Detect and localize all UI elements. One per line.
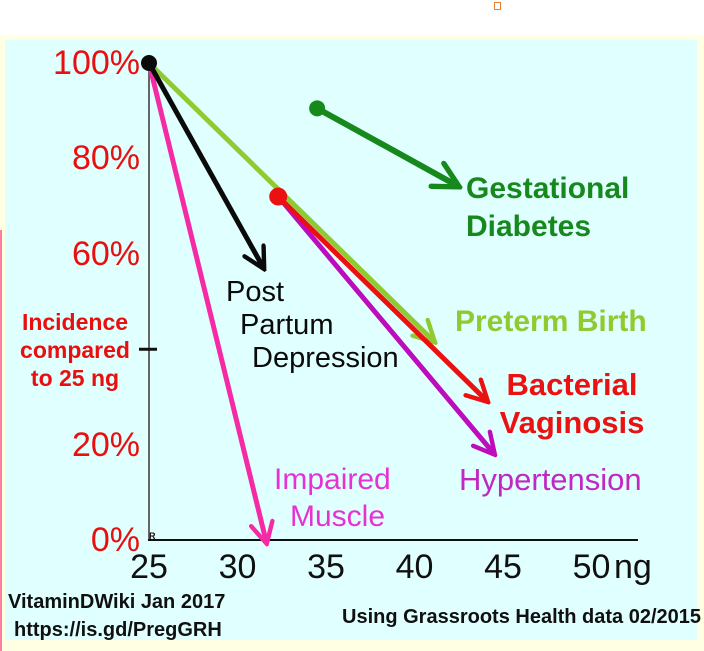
y-tick-label-20: 20% <box>71 425 140 464</box>
label-line: Impaired <box>274 463 391 496</box>
x-tick-label-25: 25 <box>130 548 168 586</box>
x-tick-label-45: 45 <box>484 548 522 586</box>
y-tick-label-100: 100% <box>53 44 140 82</box>
y-tick-label-0: 0% <box>90 521 140 559</box>
x-axis-unit-label: ng <box>614 548 652 586</box>
label-line: Bacterial <box>506 367 638 402</box>
origin-mark: R <box>149 531 156 541</box>
x-tick-label-40: 40 <box>395 548 434 586</box>
label-line: Vaginosis <box>499 405 645 440</box>
y-axis-title-line: to 25 ng <box>30 365 120 391</box>
y-tick-label-60: 60% <box>71 234 140 273</box>
y-tick-label-80: 80% <box>71 139 140 178</box>
footer-source-left-line1: VitaminDWiki Jan 2017 <box>8 591 226 613</box>
left-edge-line <box>0 230 2 651</box>
label-line: Post <box>226 276 285 308</box>
label-hypertension: Hypertension <box>459 461 642 498</box>
y-axis-title: Incidence compared to 25 ng <box>6 308 144 392</box>
label-line: Hypertension <box>459 462 642 497</box>
label-bacterial-vaginosis: Bacterial Vaginosis <box>497 366 647 442</box>
footer-source-right: Using Grassroots Health data 02/2015 <box>342 606 702 628</box>
label-line: Preterm Birth <box>455 305 647 338</box>
label-line: Gestational <box>466 172 630 205</box>
label-line: Diabetes <box>466 210 592 243</box>
y-axis-title-line: Incidence <box>21 309 129 335</box>
label-line: Muscle <box>290 500 386 533</box>
x-tick-label-35: 35 <box>307 548 345 586</box>
label-preterm-birth: Preterm Birth <box>455 303 647 340</box>
footer-source-url: https://is.gd/PregGRH <box>14 619 222 641</box>
label-post-partum-depression: Post Partum Depression <box>226 276 399 375</box>
label-impaired-muscle: Impaired Muscle <box>274 461 391 535</box>
small-orange-marker-icon <box>494 2 501 10</box>
label-line: Partum <box>240 309 334 341</box>
x-tick-label-30: 30 <box>218 548 257 586</box>
y-axis-title-line: compared <box>20 337 130 363</box>
x-tick-label-50: 50 <box>572 548 611 586</box>
label-line: Depression <box>252 342 399 374</box>
label-gestational-diabetes: Gestational Diabetes <box>466 170 629 246</box>
